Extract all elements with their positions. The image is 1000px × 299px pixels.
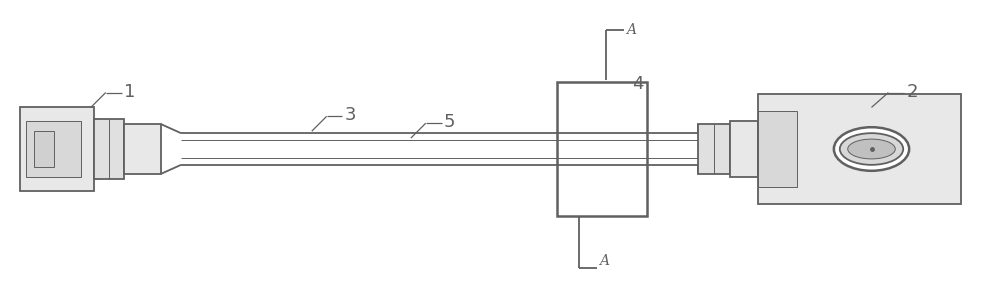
Ellipse shape	[848, 139, 895, 159]
Ellipse shape	[840, 133, 903, 165]
Text: 1: 1	[124, 83, 135, 100]
Bar	[758, 111, 797, 187]
Bar	[20, 107, 94, 191]
Text: A: A	[599, 254, 609, 268]
Bar	[730, 121, 758, 177]
Bar	[124, 124, 161, 174]
Bar	[94, 119, 124, 179]
Text: 5: 5	[444, 113, 455, 131]
Text: 4: 4	[632, 75, 643, 93]
Bar	[758, 94, 961, 205]
Bar	[698, 124, 730, 174]
Ellipse shape	[834, 127, 909, 171]
Bar	[26, 121, 81, 177]
Bar	[557, 82, 647, 216]
Text: 2: 2	[906, 83, 918, 100]
Text: A: A	[626, 23, 636, 37]
Bar	[34, 131, 54, 167]
Text: 3: 3	[344, 106, 356, 124]
